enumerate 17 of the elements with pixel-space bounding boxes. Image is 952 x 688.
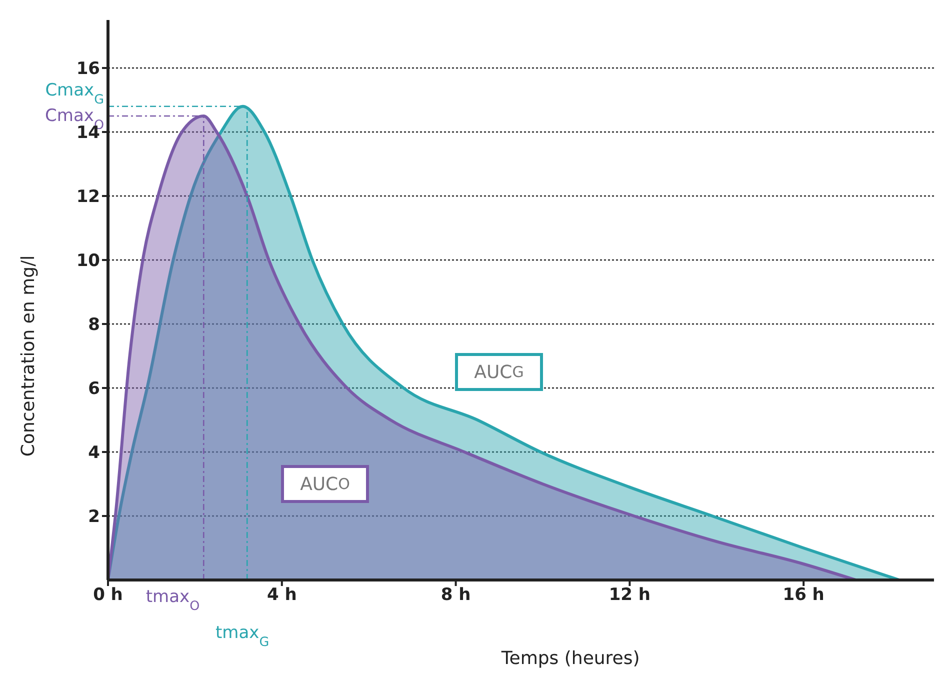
x-axis-title: Temps (heures): [500, 648, 640, 669]
y-tick-label: 4: [88, 443, 100, 464]
y-tick-label: 6: [88, 379, 100, 400]
ref-line-label: Cmax$_{G}$: [45, 80, 104, 107]
x-tick-label: 8 h: [440, 585, 471, 606]
y-tick-label: 2: [88, 507, 100, 528]
x-tick-label: 0 h: [93, 585, 123, 606]
ref-line-label: tmax$_{O}$: [146, 587, 200, 614]
y-tick-label: 10: [76, 251, 100, 272]
y-tick-label: 8: [88, 315, 100, 336]
ref-line-label: tmax$_{G}$: [216, 623, 270, 650]
x-tick-label: 4 h: [266, 585, 297, 606]
x-tick-label: 12 h: [608, 585, 651, 606]
y-axis-title: Concentration en mg/l: [18, 255, 39, 457]
x-tick-label: 16 h: [782, 585, 824, 606]
y-tick-label: 16: [76, 59, 100, 80]
y-tick-label: 12: [76, 187, 100, 208]
